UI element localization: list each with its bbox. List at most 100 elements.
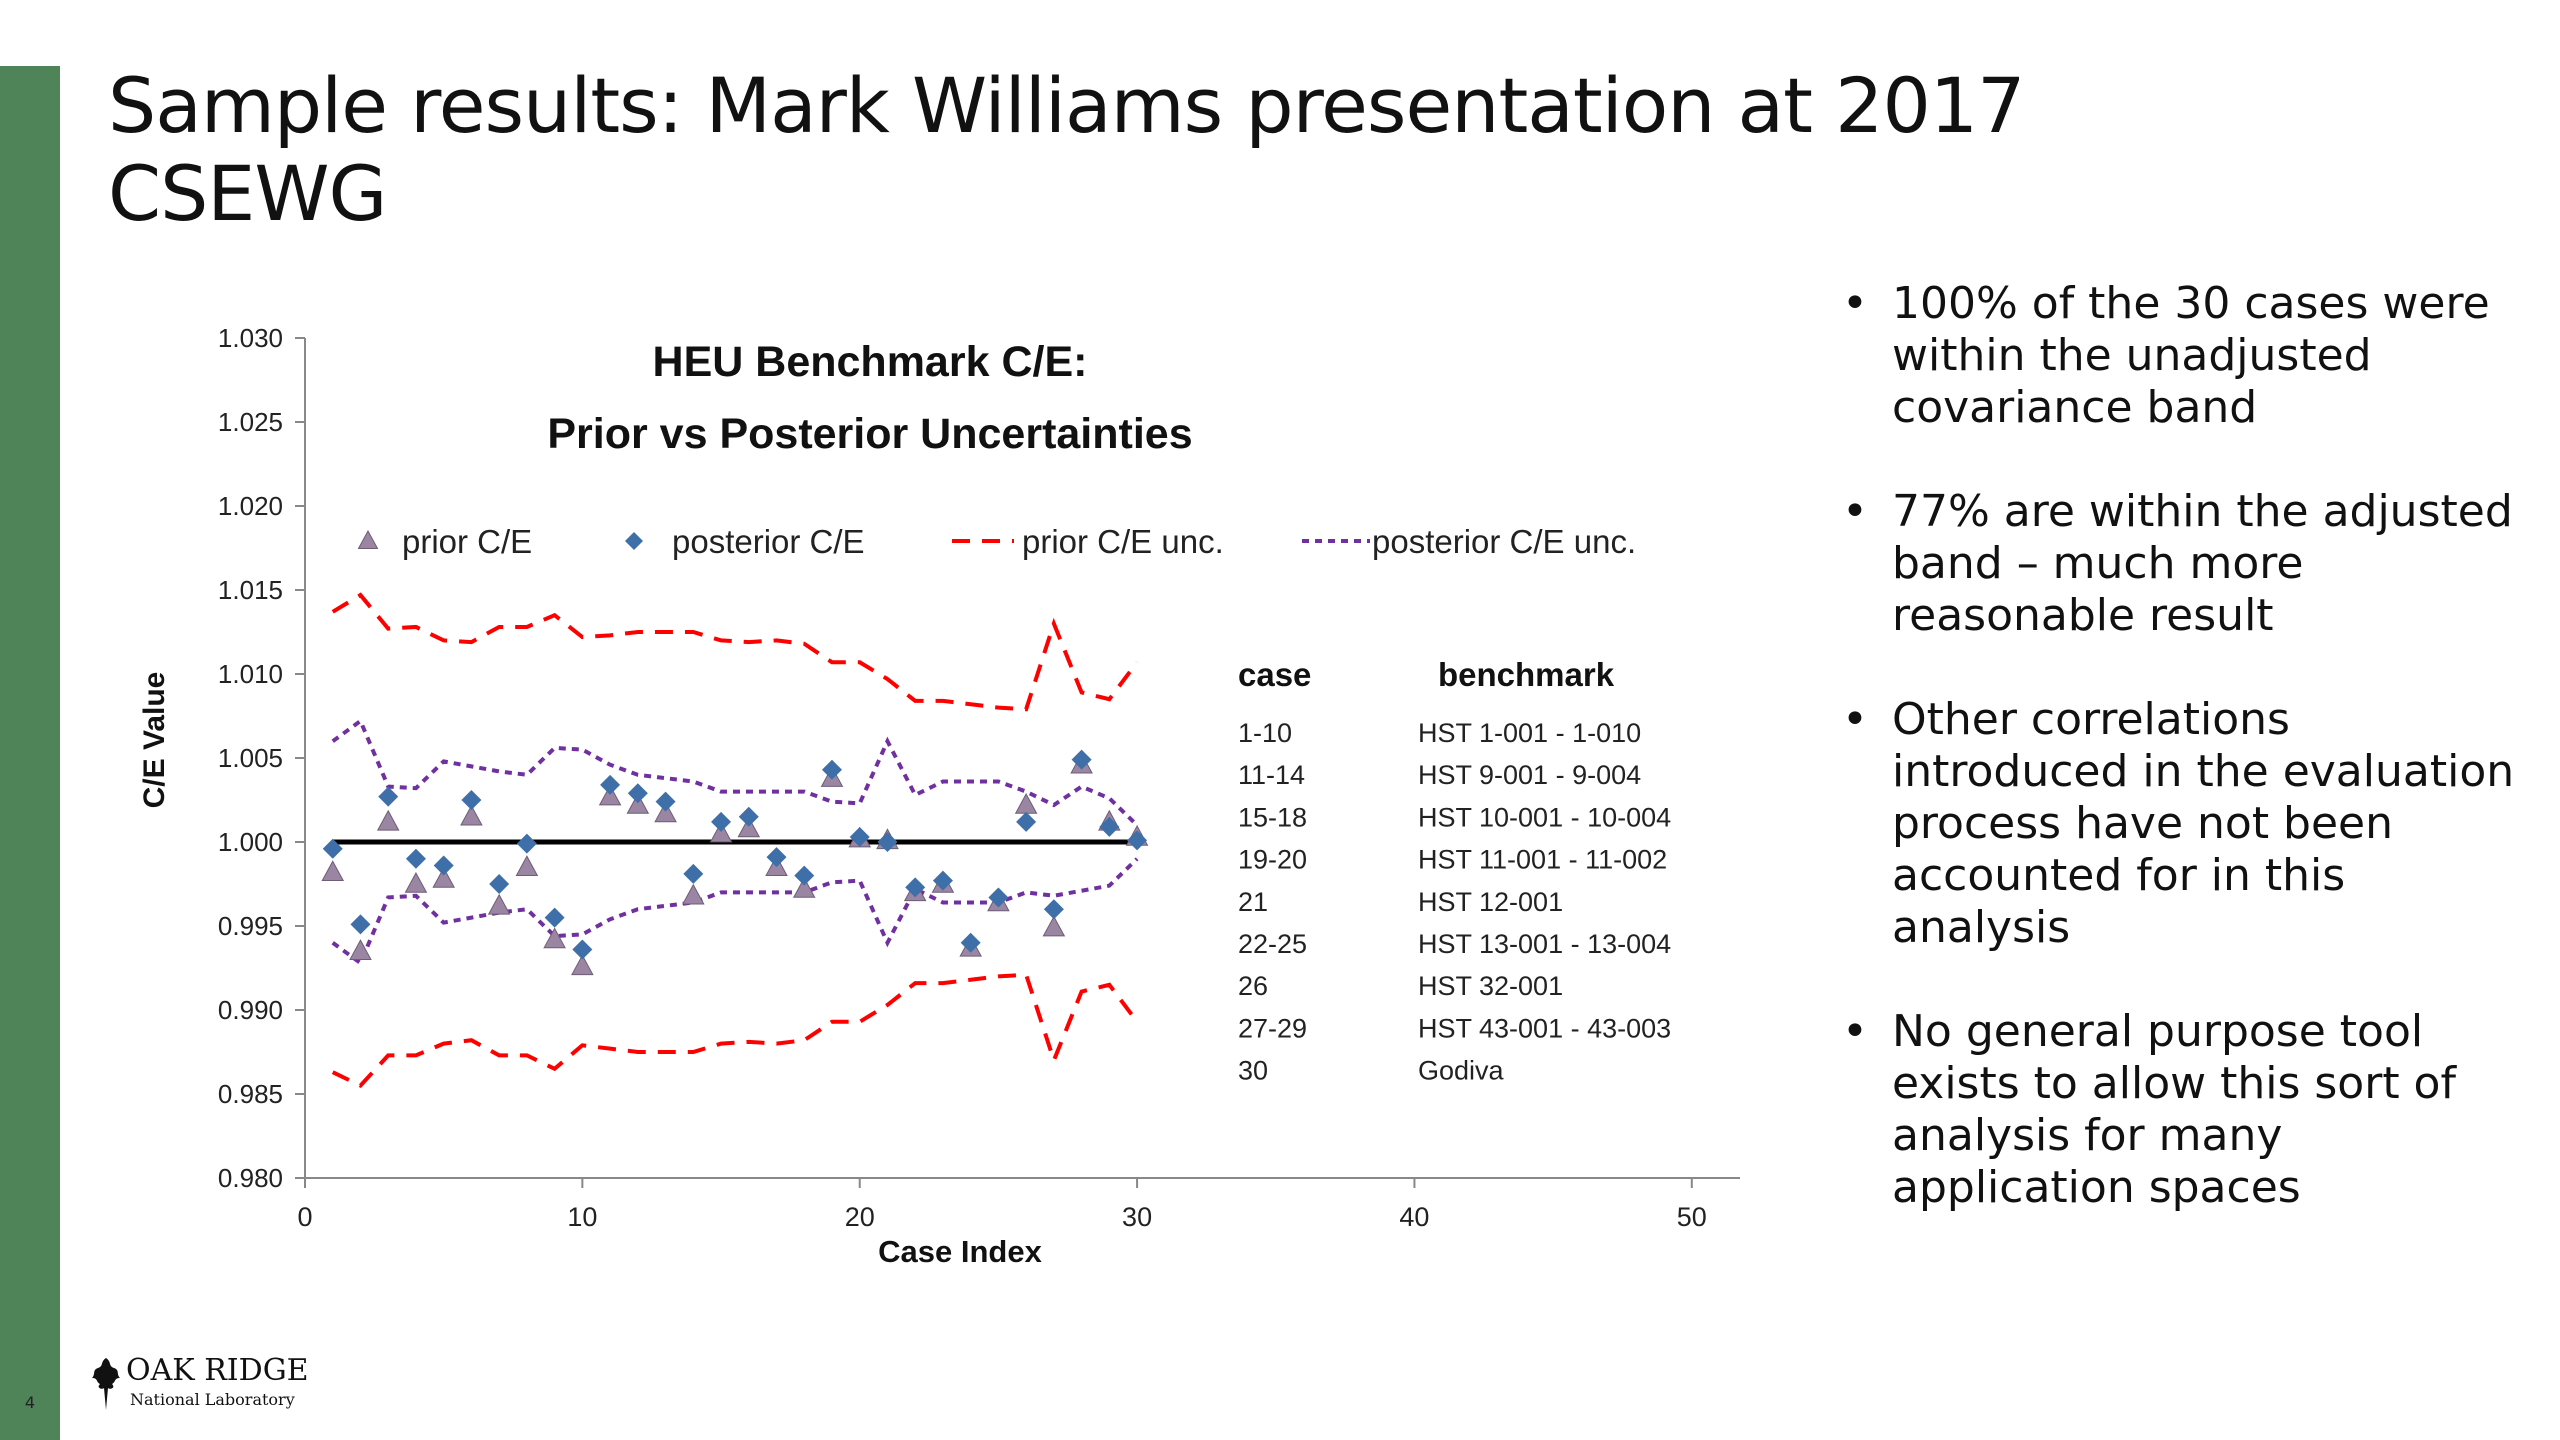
posterior-point (932, 870, 953, 891)
table-header-case: case (1238, 656, 1311, 693)
x-tick-label: 20 (845, 1202, 875, 1232)
table-cell-benchmark: HST 43-001 - 43-003 (1418, 1013, 1671, 1043)
prior-point (598, 784, 622, 806)
posterior-point (433, 855, 454, 876)
bullet-item: • No general purpose tool exists to allow… (1842, 1006, 2456, 1213)
posterior-point (988, 887, 1009, 908)
table-cell-case: 21 (1238, 887, 1268, 917)
benchmark-table: case benchmark 1-10 HST 1-001 - 1-010 11-14 H… (1238, 656, 1671, 1086)
prior-point (682, 883, 705, 905)
table-cell-benchmark: HST 9-001 - 9-004 (1418, 760, 1641, 790)
posterior-point (1043, 899, 1064, 920)
posterior-point (794, 865, 815, 886)
y-tick-label: 1.015 (218, 575, 283, 605)
table-cell-case: 30 (1238, 1056, 1268, 1086)
posterior-point (600, 774, 621, 795)
posterior-point (905, 877, 926, 898)
slide-number: 4 (24, 1393, 36, 1412)
table-cell-case: 26 (1238, 971, 1268, 1001)
x-tick-label: 0 (297, 1202, 312, 1232)
y-tick-label: 1.025 (218, 407, 283, 437)
table-header-benchmark: benchmark (1438, 656, 1615, 693)
table-cell-benchmark: HST 12-001 (1418, 887, 1563, 917)
posterior-point (766, 847, 787, 868)
chart-marks (321, 592, 1149, 1089)
table-cell-case: 15-18 (1238, 802, 1307, 832)
table-cell-case: 1-10 (1238, 718, 1292, 748)
logo-line-2: National Laboratory (130, 1390, 295, 1409)
posterior-point (1127, 830, 1148, 851)
posterior-point (821, 759, 842, 780)
bullet-item: • Other correlations introduced in the ev… (1842, 694, 2515, 953)
table-cell-benchmark: HST 13-001 - 13-004 (1418, 929, 1671, 959)
x-tick-label: 40 (1399, 1202, 1429, 1232)
prior-point (709, 821, 733, 843)
chart-title-line-1: HEU Benchmark C/E: (653, 338, 1088, 386)
prior-point (571, 954, 594, 976)
chart-title-line-2: Prior vs Posterior Uncertainties (547, 410, 1192, 458)
table-cell-benchmark: HST 11-001 - 11-002 (1418, 845, 1667, 875)
prior-point (376, 809, 400, 831)
posterior-point (849, 826, 870, 847)
legend-posterior-unc-label: posterior C/E unc. (1372, 523, 1636, 560)
posterior-point (711, 811, 732, 832)
chart-legend: prior C/E posterior C/E prior C/E unc. post… (357, 523, 1636, 560)
table-cell-benchmark: HST 1-001 - 1-010 (1418, 718, 1641, 748)
prior-point (487, 893, 511, 915)
legend-prior-unc-label: prior C/E unc. (1022, 523, 1224, 560)
table-cell-case: 19-20 (1238, 845, 1307, 875)
bullet-item: • 100% of the 30 cases were within the un… (1842, 278, 2490, 433)
legend-posterior-label: posterior C/E (672, 523, 865, 560)
ornl-logo: OAK RIDGE National Laboratory (86, 1354, 346, 1420)
posterior-point (877, 832, 898, 852)
prior-point (515, 855, 539, 876)
posterior-point (322, 838, 343, 859)
prior-point (654, 801, 677, 823)
posterior-unc-lower-line (331, 857, 1139, 967)
y-tick-label: 0.990 (218, 995, 283, 1025)
prior-unc-lower-line (331, 972, 1139, 1089)
posterior-point (1016, 811, 1037, 832)
prior-unc-upper-line (331, 592, 1139, 712)
y-tick-label: 0.980 (218, 1163, 283, 1193)
x-tick-label: 30 (1122, 1202, 1152, 1232)
legend-posterior-swatch (625, 532, 643, 550)
bullet-list: • 100% of the 30 cases were within the un… (1830, 278, 2530, 1266)
posterior-point (516, 833, 537, 854)
chart: 0.980 0.985 0.990 0.995 1.000 1.005 1.010 1.015… (138, 323, 1740, 1269)
legend-prior-label: prior C/E (402, 523, 532, 560)
y-tick-label: 1.030 (218, 323, 283, 353)
posterior-point (544, 907, 565, 928)
oak-leaf-icon (92, 1358, 120, 1410)
y-tick-label: 1.020 (218, 491, 283, 521)
prior-point (432, 866, 455, 888)
y-tick-label: 0.995 (218, 911, 283, 941)
posterior-point (572, 939, 593, 960)
prior-point (792, 876, 816, 898)
bullet-dot: • (1842, 486, 1868, 537)
logo-line-1: OAK RIDGE (126, 1353, 309, 1388)
posterior-point (960, 932, 981, 953)
table-cell-benchmark: HST 32-001 (1418, 971, 1563, 1001)
x-tick-label: 50 (1677, 1202, 1707, 1232)
prior-point (404, 871, 428, 893)
accent-bar (0, 66, 60, 1440)
slide-title: Sample results: Mark Williams presentati… (108, 61, 2026, 238)
prior-point (460, 804, 483, 826)
y-tick-label: 1.000 (218, 827, 283, 857)
legend-prior-swatch (357, 529, 379, 549)
posterior-point (489, 874, 510, 894)
posterior-point (655, 791, 676, 812)
posterior-point (378, 786, 399, 807)
x-axis-label: Case Index (878, 1234, 1042, 1269)
y-axis-label: C/E Value (138, 672, 171, 809)
posterior-point (683, 863, 704, 884)
prior-point (1042, 915, 1066, 937)
bullet-dot: • (1842, 694, 1868, 745)
prior-point (626, 792, 650, 814)
posterior-point (405, 848, 426, 869)
table-cell-case: 22-25 (1238, 929, 1307, 959)
prior-point (543, 927, 566, 949)
posterior-unc-upper-line (331, 717, 1139, 827)
posterior-point (350, 914, 371, 935)
